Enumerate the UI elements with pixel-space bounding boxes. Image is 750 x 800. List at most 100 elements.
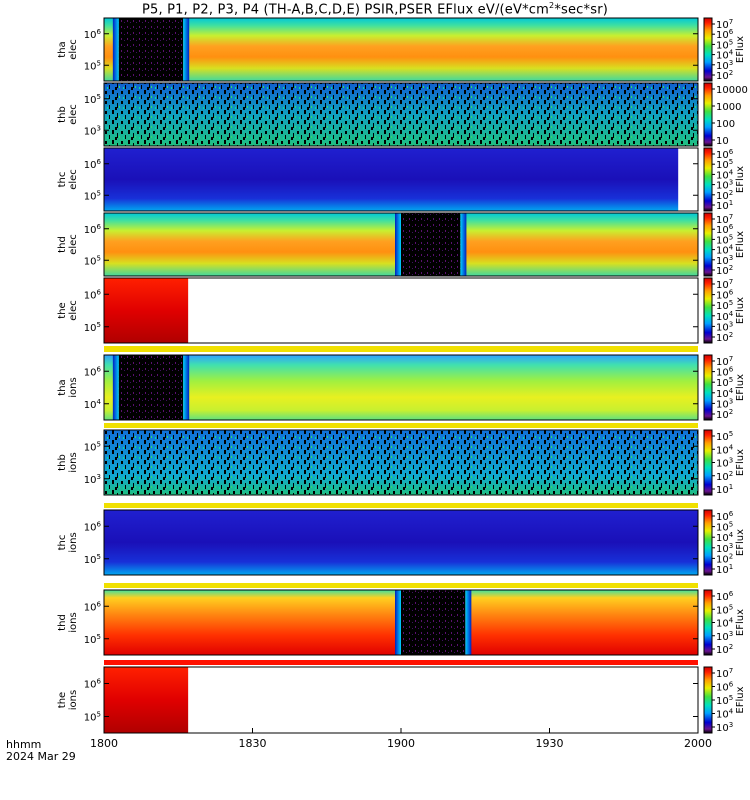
colorbar-tick-label: 103: [716, 630, 733, 643]
colorbar-tick-label: 106: [716, 148, 734, 161]
shadow-edge: [183, 355, 190, 420]
colorbar-label: EFlux: [735, 449, 746, 476]
panel-label: theions: [57, 690, 79, 710]
panel-frame: [103, 354, 699, 421]
colorbar-label: EFlux: [735, 36, 746, 63]
y-tick-label: 106: [84, 223, 102, 236]
colorbar-tick-label: 101: [716, 483, 733, 496]
colorbar-tick-label: 105: [716, 38, 733, 51]
shadow-edge: [465, 590, 472, 655]
colorbar-tick-label: 1000: [716, 102, 741, 113]
y-tick-label: 105: [84, 189, 101, 202]
colorbar-tick-label: 105: [716, 694, 733, 707]
y-tick-label: 106: [84, 288, 102, 301]
colorbar-tick-label: 107: [716, 213, 733, 226]
y-tick-label: 105: [84, 93, 101, 106]
colorbar-tick-label: 10000: [716, 85, 748, 96]
y-tick-label: 106: [84, 365, 102, 378]
spectrogram-fill: [104, 18, 698, 81]
panel-frame: [103, 147, 699, 212]
colorbar-label: EFlux: [735, 686, 746, 713]
colorbar-tick-label: 102: [716, 643, 733, 656]
colorbar-tick-label: 107: [716, 278, 733, 291]
y-tick-label: 105: [84, 711, 101, 724]
separator-band: [104, 583, 698, 588]
x-tick-label: 1930: [536, 737, 564, 750]
panel-background: [104, 278, 698, 343]
colorbar-tick-label: 105: [716, 158, 733, 171]
colorbar-tick-label: 105: [716, 430, 733, 443]
panel-label: thcions: [57, 532, 79, 552]
colorbar-tick-label: 103: [716, 59, 733, 72]
y-tick-label: 105: [84, 59, 101, 72]
y-tick-label: 105: [84, 553, 101, 566]
spectrogram-fill: [104, 355, 698, 420]
date-label: 2024 Mar 29: [6, 750, 76, 763]
shadow-edge: [395, 590, 401, 655]
colorbar-tick-label: 106: [716, 289, 734, 302]
x-tick-label: 1830: [239, 737, 267, 750]
x-tick-label: 1800: [90, 737, 118, 750]
colorbar-tick-label: 104: [716, 387, 734, 400]
colorbar-tick-label: 103: [716, 397, 733, 410]
colorbar: [703, 429, 713, 496]
colorbar-label: EFlux: [735, 231, 746, 258]
colorbar-tick-label: 103: [716, 457, 733, 470]
panel-frame: [103, 17, 699, 82]
panel-label: thdions: [57, 612, 79, 632]
colorbar-tick-label: 102: [716, 552, 733, 565]
colorbar-tick-label: 104: [716, 708, 734, 721]
shadow-edge: [395, 213, 401, 276]
y-tick-label: 106: [84, 600, 102, 613]
colorbar: [703, 212, 713, 277]
colorbar: [703, 147, 713, 212]
panel-label: thaelec: [57, 39, 79, 60]
colorbar-tick-label: 105: [716, 299, 733, 312]
colorbar-tick-label: 105: [716, 603, 733, 616]
colorbar-tick-label: 104: [716, 49, 734, 62]
colorbar-tick-label: 106: [716, 510, 734, 523]
colorbar-tick-label: 104: [716, 244, 734, 257]
separator-band: [104, 660, 698, 665]
y-tick-label: 106: [84, 520, 102, 533]
y-tick-label: 105: [84, 321, 101, 334]
colorbar-tick-label: 107: [716, 18, 733, 31]
colorbar-tick-label: 102: [716, 264, 733, 277]
colorbar-tick-label: 106: [716, 590, 734, 603]
colorbar-tick-label: 106: [716, 223, 734, 236]
noise-texture: [104, 83, 698, 146]
colorbar-tick-label: 102: [716, 470, 733, 483]
spectrogram-fill: [104, 667, 189, 733]
y-tick-label: 106: [84, 158, 102, 171]
colorbar-tick-label: 103: [716, 254, 733, 267]
chart-title: P5, P1, P2, P3, P4 (TH-A,B,C,D,E) PSIR,P…: [141, 1, 609, 18]
colorbar-tick-label: 104: [716, 310, 734, 323]
shadow-interval: [401, 213, 461, 276]
colorbar-tick-label: 101: [716, 563, 733, 576]
separator-band: [104, 503, 698, 508]
panel-label: thbions: [57, 452, 79, 472]
colorbar-tick-label: 104: [716, 443, 734, 456]
y-tick-label: 104: [84, 398, 102, 411]
colorbar-tick-label: 102: [716, 408, 733, 421]
y-tick-label: 106: [84, 678, 102, 691]
shadow-interval: [118, 18, 184, 81]
colorbar-tick-label: 105: [716, 233, 733, 246]
colorbar-tick-label: 105: [716, 521, 733, 534]
colorbar-tick-label: 104: [716, 617, 734, 630]
panel-background: [104, 667, 698, 733]
separator-band: [104, 346, 698, 352]
panel-frame: [103, 277, 699, 344]
panel-frame: [103, 589, 699, 656]
panel-label: thaions: [57, 377, 79, 397]
colorbar-tick-label: 102: [716, 331, 733, 344]
colorbar-tick-label: 100: [716, 119, 735, 130]
colorbar: [703, 589, 713, 656]
y-tick-label: 105: [84, 440, 101, 453]
